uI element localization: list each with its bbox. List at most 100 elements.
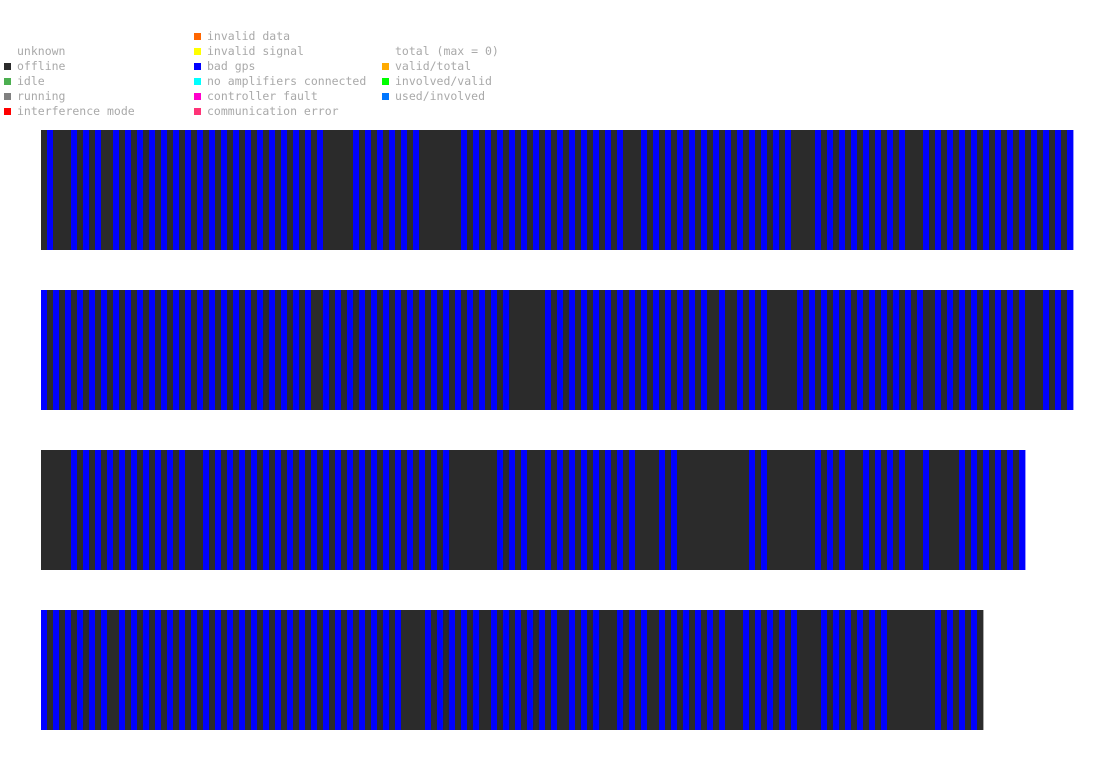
heatmap-cell	[527, 450, 546, 570]
heatmap-cell	[539, 130, 546, 250]
heatmap-cell	[185, 610, 192, 730]
legend-item-invalid-data: invalid data	[194, 29, 290, 44]
legend-item-communication-error: communication error	[194, 104, 339, 119]
heatmap-cell	[1043, 290, 1050, 410]
heatmap-cell	[431, 450, 438, 570]
heatmap-cell	[845, 130, 852, 250]
heatmap-cell	[617, 290, 624, 410]
heatmap-cell	[935, 610, 942, 730]
heatmap-cell	[929, 450, 960, 570]
heatmap-cell	[1013, 450, 1020, 570]
heatmap-cell	[425, 610, 432, 730]
heatmap-cell	[155, 290, 162, 410]
heatmap-cell	[947, 290, 954, 410]
heatmap-cell	[1019, 290, 1026, 410]
heatmap-cell	[119, 290, 126, 410]
legend-swatch	[194, 48, 201, 55]
heatmap-cell	[71, 130, 78, 250]
heatmap-cell	[821, 610, 828, 730]
heatmap-cell	[347, 290, 354, 410]
heatmap-cell	[971, 450, 978, 570]
legend-label: controller fault	[207, 89, 318, 103]
heatmap-cell	[275, 450, 282, 570]
heatmap-cell	[611, 450, 618, 570]
heatmap-cell	[587, 450, 594, 570]
heatmap-cell	[635, 450, 660, 570]
heatmap-cell	[905, 130, 924, 250]
heatmap-cell	[329, 610, 336, 730]
heatmap-cell	[41, 610, 48, 730]
heatmap-cell	[215, 130, 222, 250]
heatmap-cell	[773, 130, 780, 250]
heatmap-cell	[641, 610, 648, 730]
heatmap-cell	[905, 450, 924, 570]
heatmap-cell	[389, 290, 396, 410]
heatmap-cell	[953, 290, 960, 410]
heatmap-cell	[119, 450, 126, 570]
heatmap-cell	[335, 450, 342, 570]
heatmap-cell	[833, 130, 840, 250]
heatmap-cell	[149, 610, 156, 730]
heatmap-cell	[341, 610, 348, 730]
heatmap-cell	[887, 130, 894, 250]
heatmap-cell	[839, 290, 846, 410]
heatmap-cell	[515, 450, 522, 570]
heatmap-cell	[227, 130, 234, 250]
heatmap-cell	[653, 130, 660, 250]
heatmap-cell	[653, 290, 660, 410]
heatmap-cell	[581, 290, 588, 410]
legend-label: valid/total	[395, 59, 472, 73]
legend-swatch	[4, 108, 11, 115]
heatmap-cell	[1025, 130, 1032, 250]
heatmap-cell	[941, 130, 948, 250]
legend-item-valid-total: valid/total	[382, 59, 472, 74]
heatmap-cell	[677, 130, 684, 250]
heatmap-cell	[965, 130, 972, 250]
heatmap-cell	[689, 290, 696, 410]
heatmap-cell	[989, 450, 996, 570]
heatmap-cell	[281, 610, 288, 730]
heatmap-cell	[383, 450, 390, 570]
heatmap-cell	[419, 290, 426, 410]
heatmap-cell	[341, 450, 348, 570]
heatmap-cell	[725, 610, 744, 730]
heatmap-cell	[629, 450, 636, 570]
heatmap-cell	[959, 130, 966, 250]
heatmap-cell	[377, 290, 384, 410]
legend-label: interference mode	[17, 104, 135, 118]
heatmap-cell	[209, 290, 216, 410]
heatmap-cell	[737, 290, 744, 410]
heatmap-cell	[743, 290, 750, 410]
legend: unknown offline idle running interference mo…	[0, 0, 1095, 125]
heatmap-cell	[221, 450, 228, 570]
heatmap-cell	[647, 130, 654, 250]
heatmap-cell	[353, 290, 360, 410]
legend-label: involved/valid	[395, 74, 492, 88]
heatmap-cell	[539, 610, 546, 730]
legend-item-bad-gps: bad gps	[194, 59, 255, 74]
heatmap-row-2	[41, 290, 1074, 410]
heatmap-cell	[515, 130, 522, 250]
heatmap-cell	[365, 130, 372, 250]
heatmap-cell	[137, 450, 144, 570]
heatmap-cell	[41, 130, 48, 250]
heatmap-cell	[761, 290, 768, 410]
heatmap-cell	[47, 290, 54, 410]
heatmap-cell	[521, 450, 528, 570]
heatmap-cell	[89, 290, 96, 410]
heatmap-cell	[569, 130, 576, 250]
heatmap-cell	[749, 450, 756, 570]
heatmap-cell	[551, 130, 558, 250]
heatmap-cell	[71, 610, 78, 730]
heatmap-cell	[671, 610, 678, 730]
heatmap-cell	[923, 450, 930, 570]
heatmap-cell	[893, 290, 900, 410]
heatmap-cell	[725, 130, 732, 250]
heatmap-cell	[839, 130, 846, 250]
heatmap-cell	[971, 290, 978, 410]
heatmap-cell	[941, 290, 948, 410]
heatmap-cell	[551, 290, 558, 410]
heatmap-cell	[611, 130, 618, 250]
heatmap-cell	[1013, 130, 1020, 250]
heatmap-cell	[695, 130, 702, 250]
